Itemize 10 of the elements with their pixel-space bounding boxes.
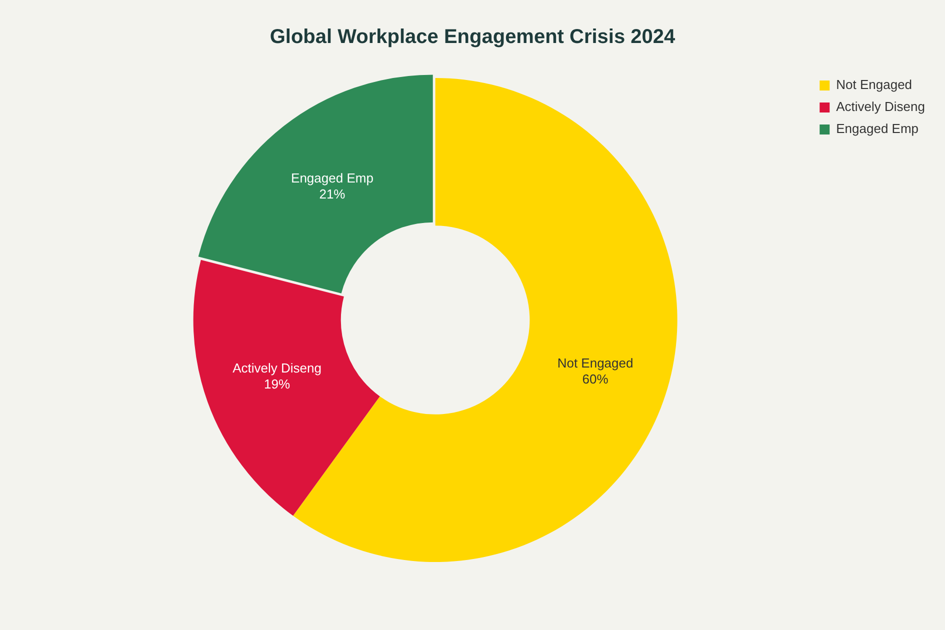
slice-label: Not Engaged [557, 356, 634, 371]
legend-label: Not Engaged [836, 77, 912, 92]
legend-label: Actively Diseng [836, 99, 926, 114]
data-label: 19% [264, 376, 291, 392]
data-label: 21% [319, 186, 346, 202]
slice-label: Engaged Emp [291, 170, 374, 186]
data-label: 60% [582, 372, 609, 387]
chart-title: Global Workplace Engagement Crisis 2024 [268, 26, 676, 49]
slice-label: Actively Diseng [232, 360, 322, 376]
legend-label: Engaged Emp [836, 121, 919, 136]
